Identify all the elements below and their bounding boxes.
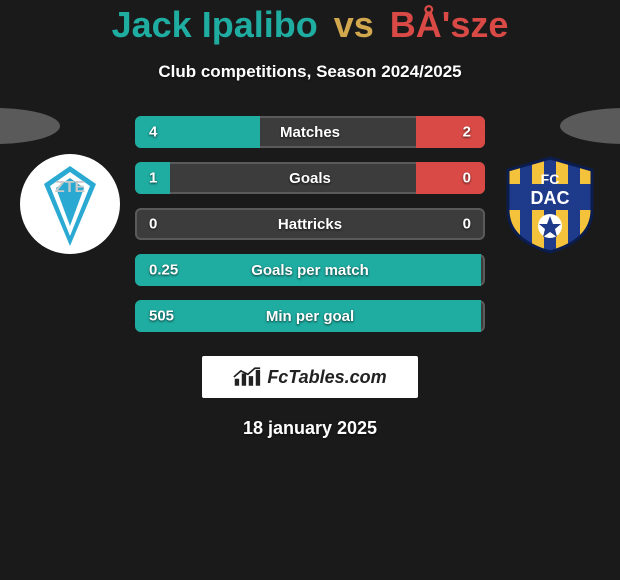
right-value: 0 [463, 216, 471, 233]
subtitle: Club competitions, Season 2024/2025 [0, 62, 620, 82]
vs-label: vs [334, 4, 374, 45]
right-bar [416, 162, 485, 194]
stat-label: Goals [289, 170, 331, 187]
stat-row: 0 0 Hattricks [135, 208, 485, 240]
stat-rows: 4 2 Matches 1 0 Goals 0 0 Hattricks 0.25 Goals per… [135, 116, 485, 332]
right-value: 0 [463, 170, 471, 187]
stat-label: Hattricks [278, 216, 342, 233]
left-club-badge: ZTE [20, 154, 120, 254]
stat-label: Goals per match [251, 262, 369, 279]
brand-plate: FcTables.com [202, 356, 418, 398]
stat-label: Min per goal [266, 308, 354, 325]
zte-badge-icon: ZTE [20, 154, 120, 254]
left-value: 1 [149, 170, 157, 187]
chart-icon [233, 365, 261, 389]
player1-name: Jack Ipalibo [112, 4, 318, 45]
stat-row: 1 0 Goals [135, 162, 485, 194]
stage: ZTE FC DAC [0, 116, 620, 332]
stat-row: 4 2 Matches [135, 116, 485, 148]
comparison-title: Jack Ipalibo vs BÅ'sze [0, 0, 620, 46]
svg-text:DAC: DAC [531, 188, 570, 208]
left-value: 4 [149, 124, 157, 141]
player2-name: BÅ'sze [390, 4, 509, 45]
right-club-badge: FC DAC [500, 154, 600, 254]
svg-text:FC: FC [541, 171, 560, 187]
right-oval-shadow [560, 108, 620, 144]
brand-text: FcTables.com [267, 367, 386, 388]
dac-badge-icon: FC DAC [500, 154, 600, 254]
left-value: 505 [149, 308, 174, 325]
right-value: 2 [463, 124, 471, 141]
left-oval-shadow [0, 108, 60, 144]
stat-label: Matches [280, 124, 340, 141]
right-bar [416, 116, 485, 148]
svg-text:ZTE: ZTE [55, 179, 86, 196]
left-value: 0 [149, 216, 157, 233]
stat-row: 505 Min per goal [135, 300, 485, 332]
stat-row: 0.25 Goals per match [135, 254, 485, 286]
left-value: 0.25 [149, 262, 178, 279]
snapshot-date: 18 january 2025 [0, 418, 620, 439]
